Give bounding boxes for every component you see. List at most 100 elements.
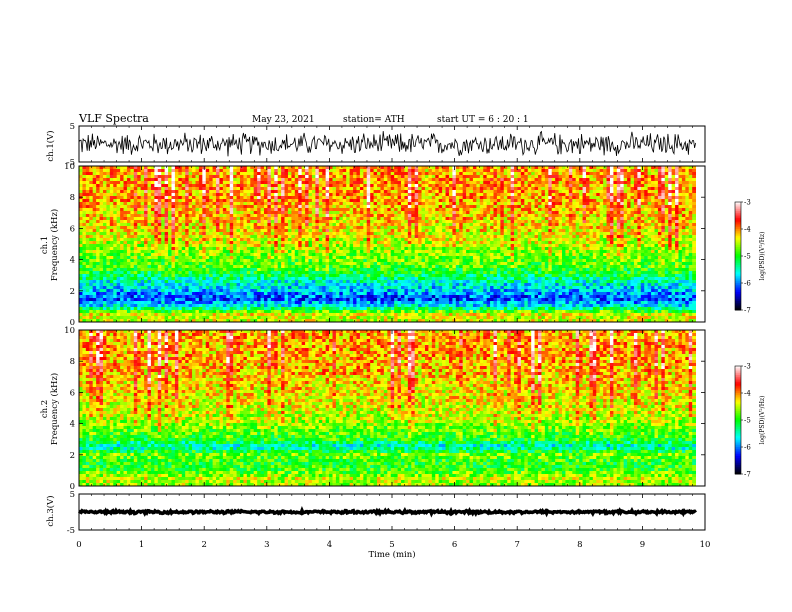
colorbar-swatch xyxy=(735,256,741,259)
colorbar-swatch xyxy=(735,470,741,473)
colorbar-swatch xyxy=(735,456,741,459)
colorbar-swatch xyxy=(735,371,741,374)
colorbar-swatch xyxy=(735,288,741,291)
ch1-spectrogram-ylabel: ch.1 xyxy=(40,236,50,254)
colorbar-tick-label: -6 xyxy=(744,280,751,288)
colorbar-swatch xyxy=(735,403,741,407)
ch2-spectrogram-panel: 0 2 4 6 8 10 xyxy=(64,326,706,492)
colorbar-swatch xyxy=(735,416,741,419)
colorbar-swatch xyxy=(735,472,741,475)
colorbar-swatch xyxy=(735,434,741,437)
colorbar-swatch xyxy=(735,385,741,389)
y-tick-label: 4 xyxy=(70,256,75,266)
colorbar-swatch xyxy=(735,302,741,306)
x-tick-label: 7 xyxy=(514,540,519,550)
ch3-waveform-ylabel: ch.3(V) xyxy=(45,495,56,526)
colorbar-swatch xyxy=(735,430,741,434)
colorbar-swatch xyxy=(735,257,741,261)
colorbar-swatch xyxy=(735,234,741,237)
colorbar-swatch xyxy=(735,387,741,390)
colorbar-swatch xyxy=(735,421,741,425)
colorbar-swatch xyxy=(735,297,741,300)
colorbar-swatch xyxy=(735,436,741,439)
colorbar-swatch xyxy=(735,407,741,410)
colorbar-tick-label: -5 xyxy=(744,417,751,425)
colorbar-swatch xyxy=(735,292,741,295)
colorbar-swatch xyxy=(735,216,741,219)
colorbar-swatch xyxy=(735,391,741,394)
colorbar-swatch xyxy=(735,261,741,264)
colorbar-swatch xyxy=(735,263,741,266)
x-tick-label: 2 xyxy=(201,540,206,550)
colorbar-swatch xyxy=(735,414,741,417)
colorbar-swatch xyxy=(735,250,741,253)
colorbar-tick-label: -5 xyxy=(744,253,751,261)
y-tick-label: 10 xyxy=(64,326,75,336)
colorbar-swatch xyxy=(735,384,741,387)
colorbar-swatch xyxy=(735,443,741,446)
ch1-colorbar: -3 -4 -5 -6 -7 xyxy=(734,199,751,315)
colorbar-swatch xyxy=(735,459,741,462)
x-tick-label: 3 xyxy=(264,540,269,550)
colorbar-swatch xyxy=(735,447,741,450)
ch1-waveform-ylabel: ch.1(V) xyxy=(45,130,56,161)
colorbar-swatch xyxy=(735,212,741,216)
colorbar-swatch xyxy=(735,466,741,470)
colorbar-swatch xyxy=(735,293,741,297)
colorbar-swatch xyxy=(735,411,741,414)
ch1-waveform-panel: 5 -5 xyxy=(67,122,706,168)
colorbar-swatch xyxy=(735,239,741,243)
colorbar-tick-label: -6 xyxy=(744,444,751,452)
colorbar-swatch xyxy=(735,254,741,257)
colorbar-swatch xyxy=(735,290,741,293)
colorbar-swatch xyxy=(735,245,741,248)
colorbar-swatch xyxy=(735,412,741,416)
colorbar-swatch xyxy=(735,203,741,207)
colorbar-swatch xyxy=(735,373,741,376)
colorbar-swatch xyxy=(735,230,741,234)
colorbar-swatch xyxy=(735,232,741,235)
y-tick-label: 2 xyxy=(70,287,75,297)
x-tick-label: 6 xyxy=(452,540,457,550)
colorbar-swatch xyxy=(735,367,741,371)
y-tick-label: 4 xyxy=(70,420,75,430)
colorbar-swatch xyxy=(735,304,741,307)
colorbar-swatch xyxy=(735,225,741,228)
colorbar-swatch xyxy=(735,405,741,408)
x-tick-label: 10 xyxy=(700,540,711,550)
colorbar-swatch xyxy=(735,295,741,298)
time-xlabel: Time (min) xyxy=(368,549,415,560)
colorbar-swatch xyxy=(735,366,741,369)
colorbar-swatch xyxy=(735,252,741,255)
header-station: station= ATH xyxy=(343,115,405,125)
colorbar-swatch xyxy=(735,457,741,461)
colorbar-swatch xyxy=(735,448,741,452)
colorbar-swatch xyxy=(735,382,741,385)
y-tick-label: 0 xyxy=(70,318,75,328)
colorbar-tick-label: -7 xyxy=(744,471,751,479)
colorbar-swatch xyxy=(735,279,741,282)
y-tick-label: 0 xyxy=(70,482,75,492)
colorbar-swatch xyxy=(735,207,741,210)
waveform-trace xyxy=(77,505,697,518)
colorbar-swatch xyxy=(735,420,741,423)
colorbar-swatch xyxy=(735,376,741,380)
colorbar-swatch xyxy=(735,223,741,226)
colorbar-swatch xyxy=(735,400,741,403)
colorbar-swatch xyxy=(735,439,741,443)
header-date: May 23, 2021 xyxy=(252,115,315,125)
colorbar-swatch xyxy=(735,277,741,280)
colorbar-swatch xyxy=(735,425,741,428)
y-tick-label: -5 xyxy=(67,158,75,168)
y-tick-label: -5 xyxy=(67,526,75,536)
colorbar-swatch xyxy=(735,220,741,223)
colorbar-swatch xyxy=(735,378,741,381)
colorbar-swatch xyxy=(735,284,741,288)
colorbar-swatch xyxy=(735,236,741,239)
x-tick-label: 8 xyxy=(577,540,582,550)
ch2-frequency-ylabel: Frequency (kHz) xyxy=(49,373,60,445)
colorbar-tick-label: -3 xyxy=(744,363,751,371)
x-tick-label: 5 xyxy=(389,540,394,550)
colorbar-swatch xyxy=(735,243,741,246)
